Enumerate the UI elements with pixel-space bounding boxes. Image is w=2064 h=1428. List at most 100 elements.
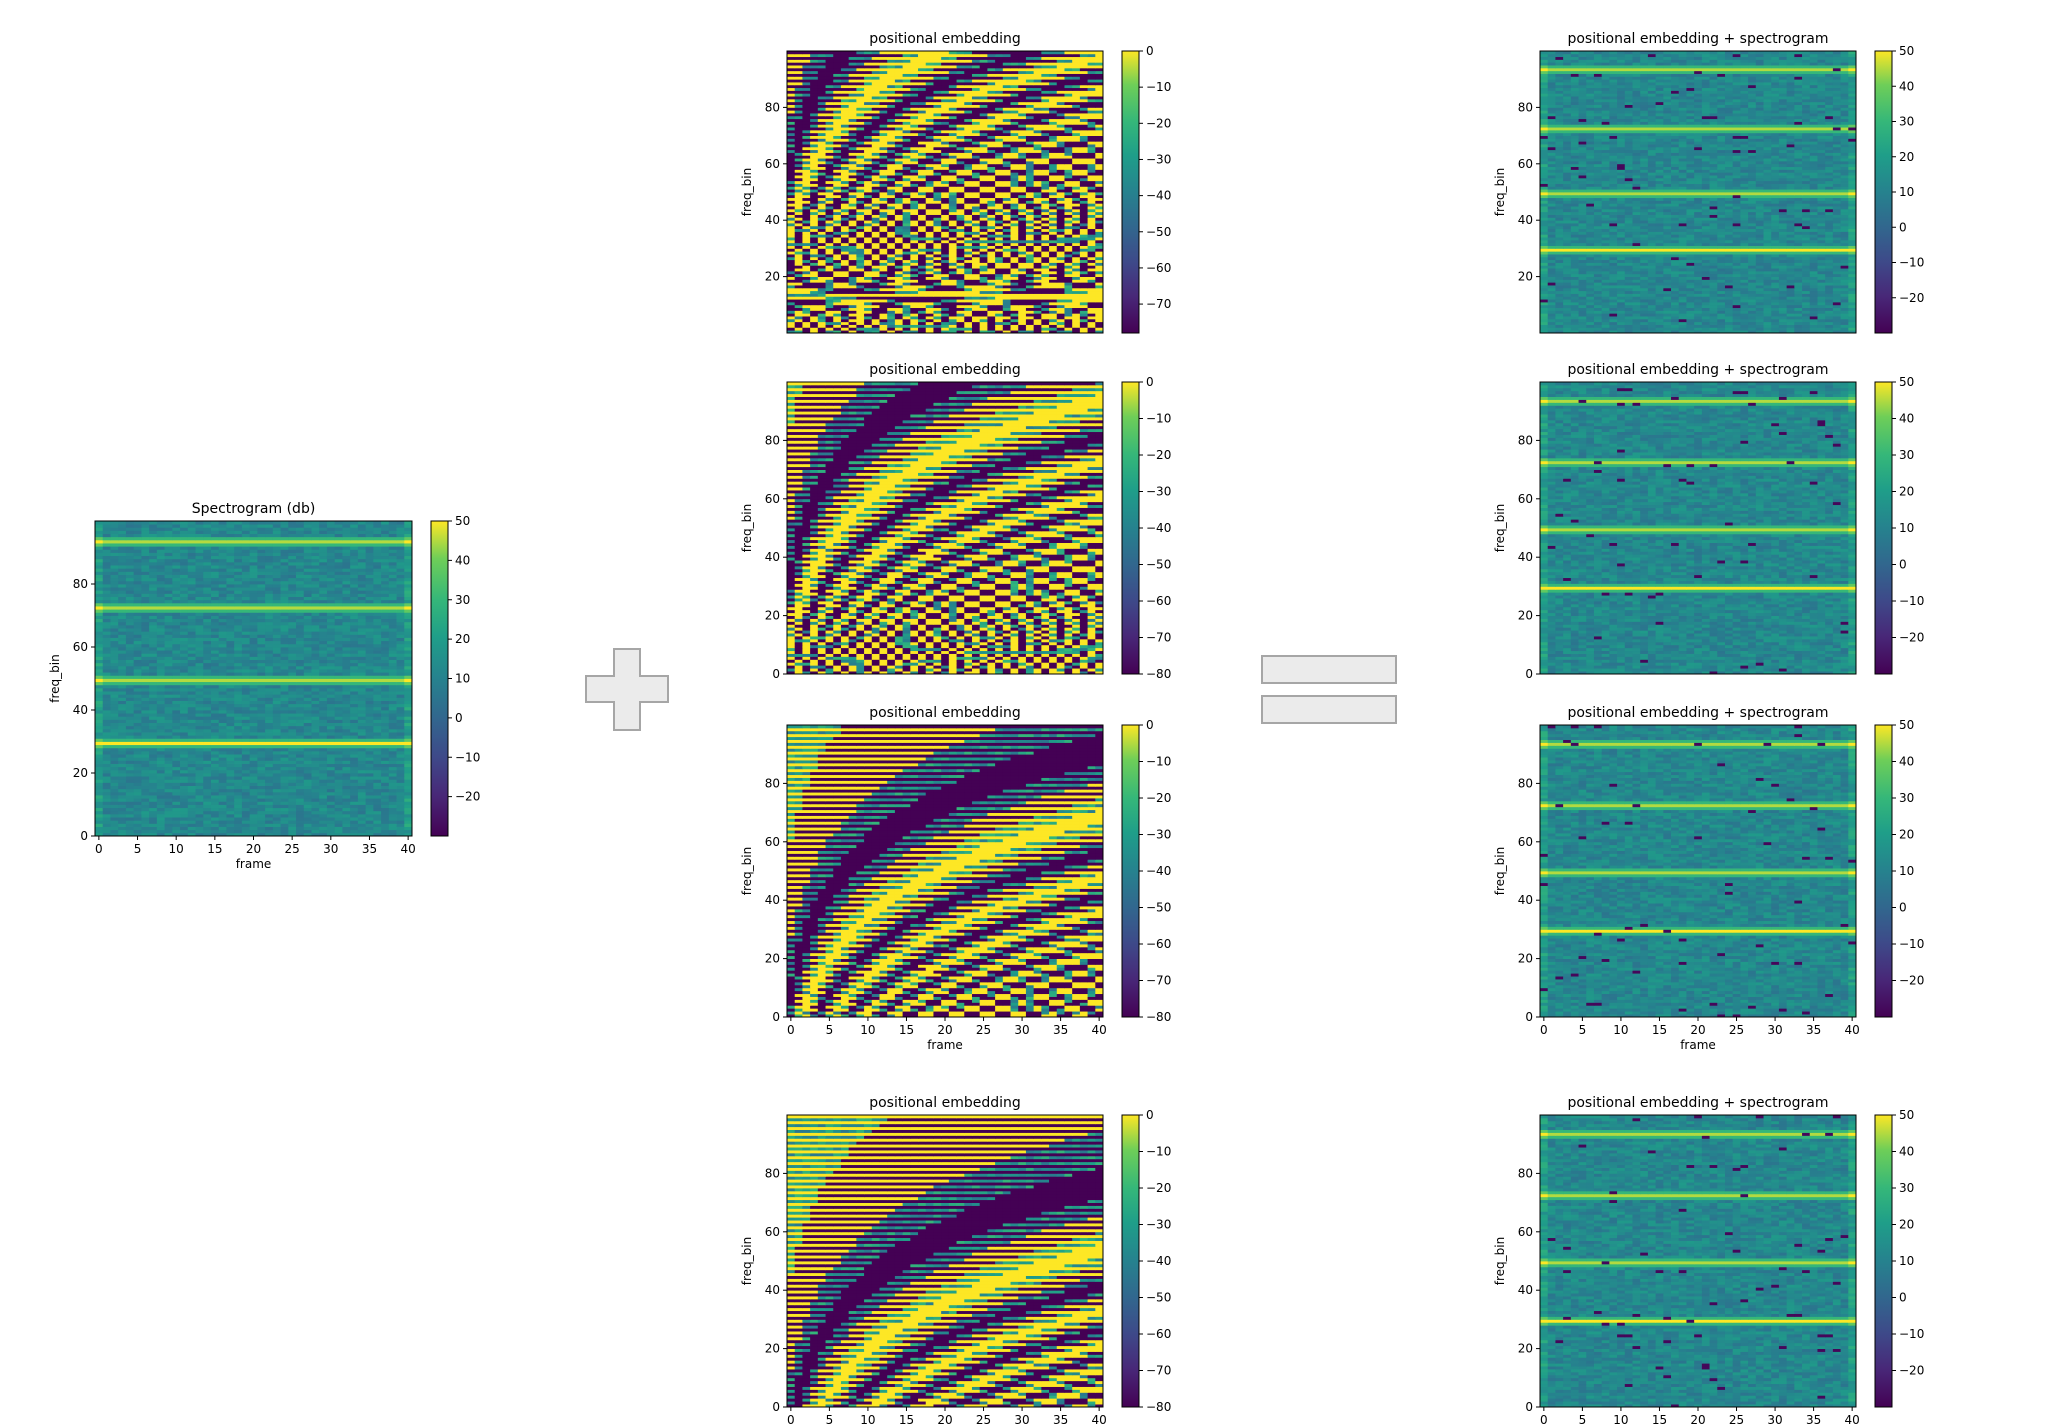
heatmap-cell — [126, 590, 134, 594]
heatmap-cell — [397, 735, 405, 739]
heatmap-cell — [203, 754, 211, 758]
heatmap-cell — [188, 616, 196, 620]
heatmap-cell — [288, 622, 296, 626]
heatmap-cell — [126, 811, 134, 815]
heatmap-cell — [165, 575, 173, 579]
heatmap-cell — [203, 575, 211, 579]
heatmap-cell — [366, 524, 374, 528]
heatmap-cell — [327, 638, 335, 642]
heatmap-cell — [118, 653, 126, 657]
heatmap-cell — [818, 322, 826, 325]
heatmap-cell — [250, 688, 258, 692]
heatmap-cell — [381, 764, 389, 768]
heatmap-cell — [257, 682, 265, 686]
heatmap-cell — [273, 562, 281, 566]
heatmap-cell — [257, 641, 265, 645]
heatmap-cell — [250, 742, 258, 746]
heatmap-cell — [366, 619, 374, 623]
heatmap-cell — [95, 616, 103, 620]
heatmap-cell — [110, 647, 118, 651]
heatmap-cell — [335, 757, 343, 761]
heatmap-cell — [265, 779, 273, 783]
heatmap-cell — [103, 764, 111, 768]
heatmap-cell — [389, 729, 397, 733]
heatmap-cell — [987, 325, 995, 328]
heatmap-cell — [219, 773, 227, 777]
heatmap-cell — [188, 625, 196, 629]
heatmap-cell — [226, 537, 234, 541]
heatmap-cell — [281, 653, 289, 657]
heatmap-cell — [95, 745, 103, 749]
heatmap-cell — [397, 789, 405, 793]
heatmap-cell — [126, 546, 134, 550]
heatmap-cell — [281, 817, 289, 821]
heatmap-cell — [188, 597, 196, 601]
heatmap-cell — [180, 631, 188, 635]
heatmap-cell — [281, 647, 289, 651]
heatmap-cell — [404, 543, 412, 547]
heatmap-cell — [157, 738, 165, 742]
x-tick-label: 25 — [285, 842, 300, 856]
heatmap-cell — [180, 719, 188, 723]
heatmap-cell — [134, 587, 142, 591]
heatmap-cell — [381, 732, 389, 736]
heatmap-cell — [118, 782, 126, 786]
heatmap-cell — [350, 521, 358, 525]
heatmap-cell — [219, 779, 227, 783]
heatmap-cell — [242, 798, 250, 802]
heatmap-cell — [404, 581, 412, 585]
heatmap-cell — [165, 767, 173, 771]
heatmap-cell — [296, 609, 304, 613]
heatmap-cell — [226, 524, 234, 528]
heatmap-cell — [397, 565, 405, 569]
heatmap-cell — [404, 738, 412, 742]
heatmap-cell — [358, 622, 366, 626]
heatmap-cell — [219, 546, 227, 550]
heatmap-cell — [126, 742, 134, 746]
heatmap-cell — [226, 795, 234, 799]
heatmap-cell — [234, 527, 242, 531]
heatmap-cell — [265, 534, 273, 538]
heatmap-cell — [257, 697, 265, 701]
heatmap-cell — [141, 653, 149, 657]
heatmap-cell — [389, 801, 397, 805]
heatmap-cell — [895, 313, 903, 316]
heatmap-cell — [281, 641, 289, 645]
heatmap-cell — [211, 546, 219, 550]
heatmap-cell — [281, 666, 289, 670]
heatmap-cell — [126, 789, 134, 793]
heatmap-cell — [304, 735, 312, 739]
heatmap-cell — [319, 745, 327, 749]
heatmap-cell — [172, 540, 180, 544]
heatmap-cell — [941, 322, 949, 325]
heatmap-cell — [219, 723, 227, 727]
heatmap-cell — [165, 748, 173, 752]
heatmap-cell — [265, 786, 273, 790]
heatmap-cell — [110, 779, 118, 783]
heatmap-cell — [342, 814, 350, 818]
heatmap-cell — [404, 565, 412, 569]
heatmap-cell — [802, 313, 810, 316]
heatmap-cell — [957, 325, 965, 328]
heatmap-cell — [203, 556, 211, 560]
heatmap-cell — [211, 581, 219, 585]
heatmap-cell — [327, 691, 335, 695]
heatmap-cell — [304, 748, 312, 752]
heatmap-cell — [234, 669, 242, 673]
heatmap-cell — [211, 805, 219, 809]
heatmap-cell — [242, 619, 250, 623]
heatmap-cell — [188, 581, 196, 585]
heatmap-cell — [110, 534, 118, 538]
heatmap-cell — [350, 742, 358, 746]
heatmap-cell — [381, 584, 389, 588]
heatmap-cell — [196, 820, 204, 824]
heatmap-cell — [211, 701, 219, 705]
heatmap-cell — [196, 805, 204, 809]
heatmap-cell — [250, 701, 258, 705]
heatmap-cell — [1003, 310, 1011, 313]
heatmap-cell — [126, 820, 134, 824]
heatmap-cell — [281, 701, 289, 705]
heatmap-cell — [265, 628, 273, 632]
heatmap-cell — [273, 675, 281, 679]
heatmap-cell — [180, 770, 188, 774]
